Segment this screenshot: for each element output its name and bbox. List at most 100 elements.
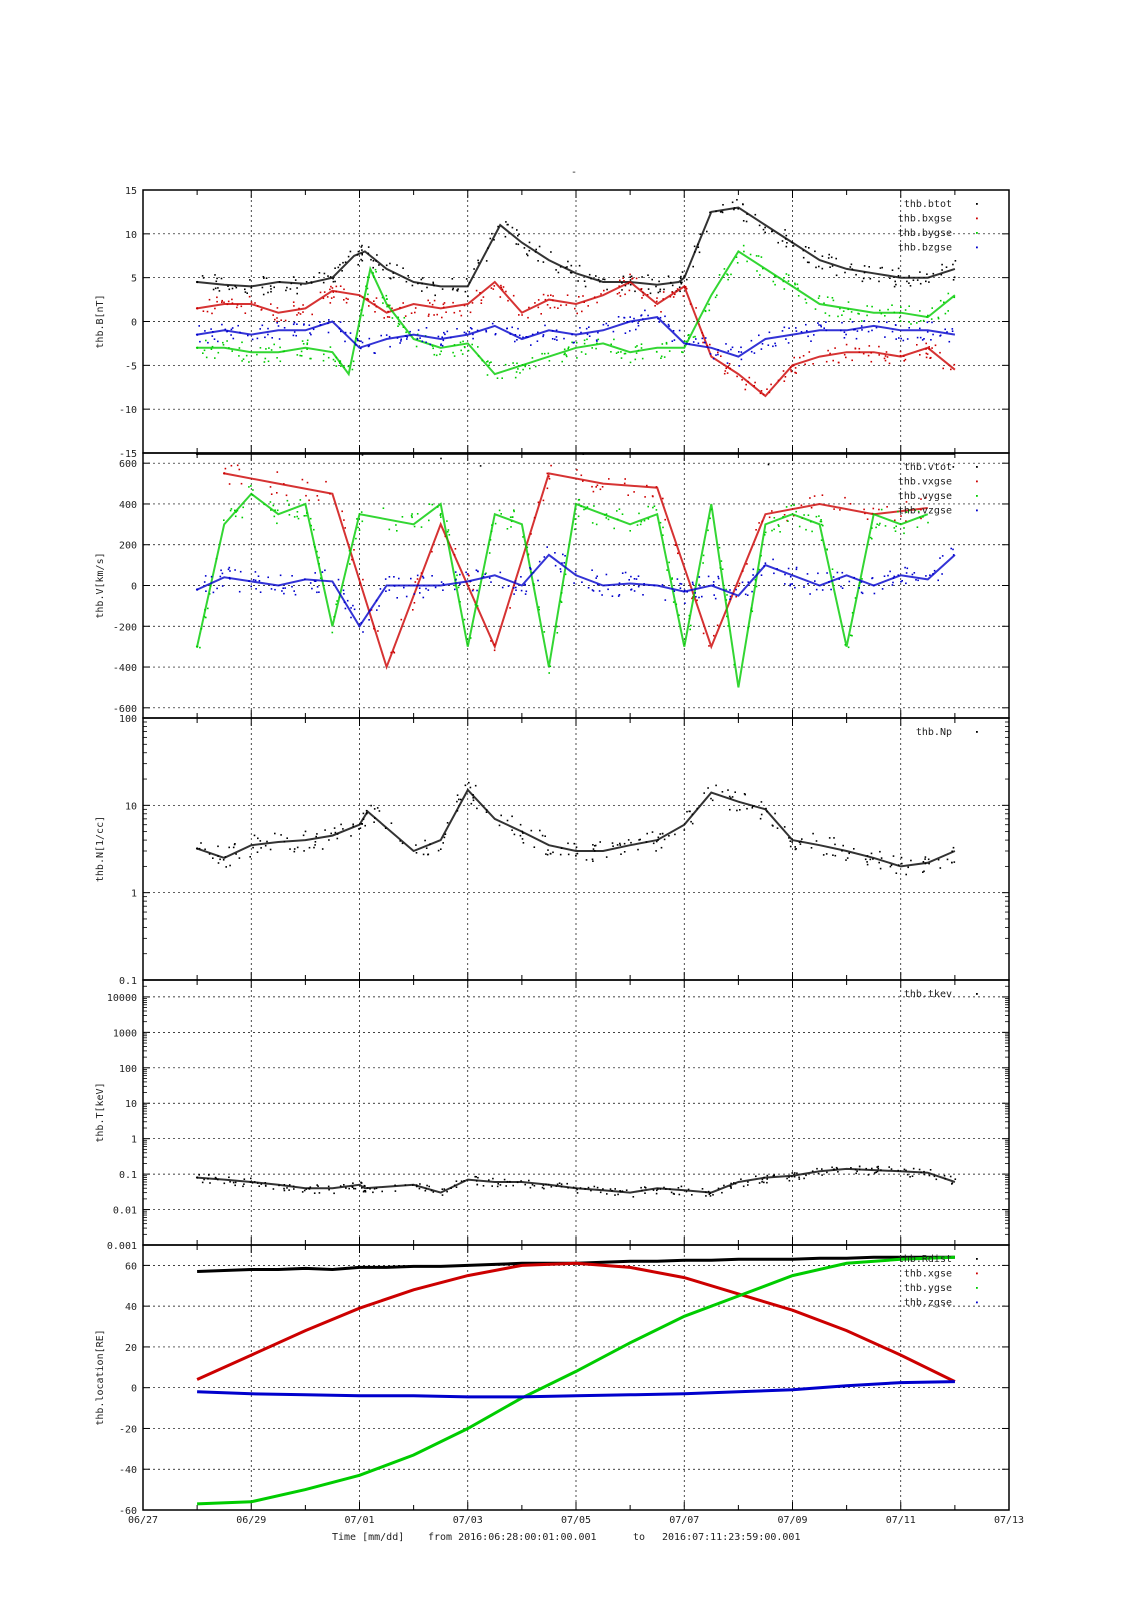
data-point [356, 254, 359, 256]
data-point [617, 316, 620, 318]
data-point [411, 513, 413, 515]
data-point [332, 277, 334, 280]
data-point [772, 280, 775, 283]
data-point [256, 1182, 259, 1184]
data-point [822, 524, 824, 527]
data-point [528, 1179, 530, 1182]
data-point [323, 353, 325, 356]
data-point [672, 601, 675, 603]
legend-label: thb.btot [904, 199, 952, 210]
data-point [351, 1186, 354, 1188]
data-point [844, 496, 846, 499]
data-point [689, 628, 691, 631]
data-point [560, 592, 563, 594]
data-point [599, 841, 601, 843]
data-point [808, 247, 810, 249]
data-point [925, 356, 928, 359]
data-point [303, 515, 306, 517]
data-point [893, 311, 896, 314]
data-point [934, 344, 937, 347]
data-point [497, 225, 499, 228]
data-point [760, 348, 763, 350]
data-point [195, 588, 199, 591]
data-point [657, 317, 659, 320]
data-point [563, 562, 566, 564]
data-point [653, 584, 656, 587]
data-point [641, 1189, 643, 1192]
data-point [566, 266, 568, 268]
data-point [375, 305, 378, 308]
data-point [551, 330, 554, 332]
data-point [727, 625, 729, 627]
data-point [243, 1178, 246, 1180]
data-point [256, 305, 259, 307]
data-point [475, 1176, 477, 1178]
data-point [392, 272, 395, 274]
data-point [482, 575, 485, 578]
data-point [266, 840, 268, 843]
data-point [436, 506, 439, 508]
data-point [817, 572, 819, 575]
data-point [456, 800, 458, 803]
data-point [567, 346, 570, 348]
data-point [772, 345, 774, 348]
data-point [577, 280, 579, 282]
data-point [611, 842, 614, 844]
data-point [296, 511, 299, 513]
data-point [356, 518, 358, 520]
data-point [681, 351, 683, 353]
data-point [254, 302, 256, 304]
data-point [228, 1176, 230, 1179]
series-line [196, 1261, 956, 1383]
data-point [840, 329, 842, 332]
data-point [848, 580, 851, 583]
data-point [571, 341, 573, 344]
data-point [575, 341, 578, 344]
data-point [610, 351, 612, 353]
data-point [931, 307, 933, 309]
data-point [825, 360, 828, 363]
data-point [459, 798, 462, 801]
data-point [618, 582, 621, 584]
data-point [698, 251, 701, 254]
data-point [274, 832, 276, 835]
data-point [457, 586, 460, 589]
data-point [490, 581, 492, 583]
data-point [569, 271, 572, 274]
data-point [546, 487, 549, 490]
data-point [446, 520, 448, 522]
data-point [319, 324, 322, 326]
data-point [280, 319, 282, 321]
data-point [676, 288, 679, 290]
data-point [623, 316, 625, 319]
data-point [612, 330, 615, 333]
footer-to-label: to [633, 1532, 645, 1543]
data-point [313, 1192, 316, 1194]
data-point [841, 850, 843, 852]
data-point [861, 592, 864, 595]
data-point [564, 573, 567, 576]
data-point [273, 515, 276, 518]
data-point [571, 333, 573, 336]
data-point [696, 599, 698, 602]
data-point [916, 322, 918, 324]
data-point [740, 358, 743, 361]
data-point [566, 294, 569, 296]
data-point [415, 844, 417, 846]
y-tick-label: 10 [125, 230, 137, 241]
data-point [311, 587, 313, 590]
data-point [928, 1174, 931, 1177]
series-thb.btot [195, 199, 957, 298]
data-point [715, 784, 717, 787]
data-point [350, 616, 352, 619]
data-point [567, 842, 569, 845]
data-point [846, 857, 849, 859]
data-point [367, 293, 369, 296]
x-tick-label: 07/01 [344, 1515, 374, 1526]
data-point [789, 840, 792, 842]
data-point [329, 493, 331, 495]
data-point [221, 585, 224, 587]
data-point [547, 352, 550, 355]
data-point [566, 1182, 568, 1185]
data-point [706, 230, 708, 233]
